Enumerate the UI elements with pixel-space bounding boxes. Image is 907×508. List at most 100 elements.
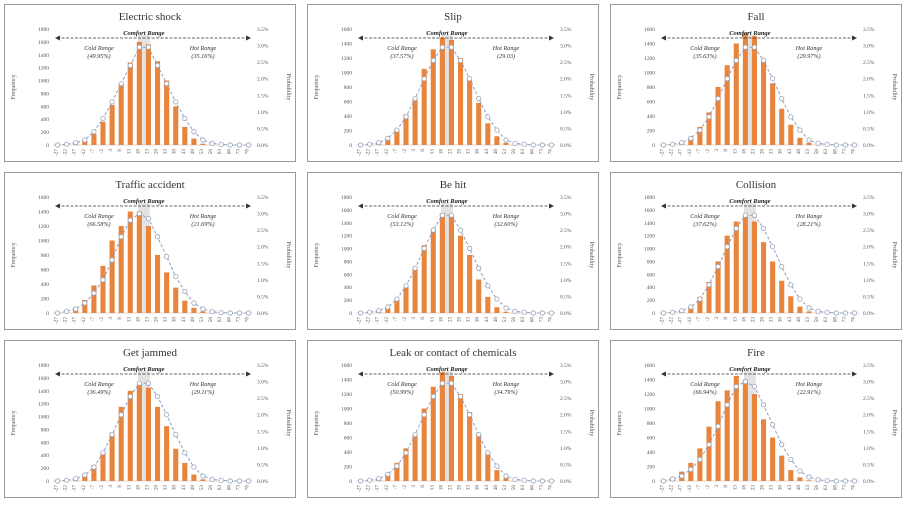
probability-point: [385, 304, 391, 310]
y2-tick-label: 3.0%: [560, 44, 572, 50]
x-tick-label: 43: [787, 149, 793, 155]
x-tick-label: 38: [778, 149, 784, 155]
y2-tick-label: 1.0%: [560, 110, 572, 116]
y-tick-label: 1000: [38, 415, 49, 421]
y-tick-label: 1400: [38, 210, 49, 216]
y2-tick-label: 1.0%: [863, 110, 875, 116]
probability-point: [494, 296, 500, 302]
y-tick-label: 800: [41, 253, 50, 259]
x-tick-label: 43: [787, 317, 793, 323]
bar: [439, 372, 445, 481]
bar: [136, 41, 142, 146]
probability-point: [394, 296, 400, 302]
probability-point: [376, 476, 382, 482]
y2-tick-label: 2.5%: [863, 228, 875, 234]
cold-range-percent: (49.95%): [87, 53, 110, 60]
bar: [385, 308, 391, 313]
bar: [467, 412, 473, 481]
y2-tick-label: 3.0%: [560, 380, 572, 386]
chart-panel: Leak or contact of chemicals 0 200 400 600 80…: [307, 340, 599, 498]
y-tick-label: 1800: [341, 195, 352, 201]
x-tick-label: 28: [760, 485, 766, 491]
probability-line: [57, 46, 249, 146]
x-tick-label: 8: [420, 317, 426, 320]
x-tick-label: 33: [466, 485, 472, 491]
hot-range-percent: (32.60%): [494, 221, 517, 228]
x-tick-label: -17: [678, 485, 684, 492]
comfort-arrow-left: [661, 35, 666, 41]
y2-tick-label: 2.0%: [257, 77, 269, 83]
probability-point: [100, 277, 106, 283]
comfort-arrow-right: [246, 35, 251, 41]
y2-tick-label: 3.5%: [257, 363, 269, 369]
probability-point: [127, 217, 133, 223]
x-tick-label: 78: [547, 149, 553, 155]
bar: [385, 139, 391, 145]
bar: [448, 216, 454, 313]
cold-range-label: Cold Range: [690, 213, 720, 220]
bar: [706, 282, 712, 313]
chart-title: Leak or contact of chemicals: [389, 347, 517, 359]
x-tick-label: -22: [366, 149, 372, 156]
y2-axis-label: Probability: [588, 242, 594, 269]
probability-point: [494, 127, 500, 133]
x-tick-label: 38: [172, 485, 178, 491]
x-tick-label: 68: [226, 485, 232, 491]
x-tick-label: -2: [705, 317, 711, 322]
x-tick-label: 38: [778, 485, 784, 491]
bar: [100, 265, 106, 313]
probability-point: [670, 476, 676, 482]
x-tick-label: 38: [475, 485, 481, 491]
x-tick-label: 78: [244, 485, 250, 491]
x-tick-label: 68: [529, 317, 535, 323]
x-tick-label: 13: [732, 485, 738, 491]
x-tick-label: -17: [375, 317, 381, 324]
probability-point: [367, 477, 373, 483]
probability-point: [421, 76, 427, 82]
chart-plot: 0 200 400 600 800 1000 1200 1400 1600 1800 0.0% 0.5…: [314, 195, 594, 324]
x-tick-label: 63: [520, 317, 526, 323]
x-tick-label: -2: [99, 485, 105, 490]
bar: [100, 121, 106, 145]
bar: [806, 311, 812, 313]
probability-point: [73, 306, 79, 312]
bar: [430, 386, 436, 481]
bar: [403, 287, 409, 313]
x-tick-label: 38: [475, 149, 481, 155]
probability-point: [485, 114, 491, 120]
hot-range-percent: (29.11%): [192, 389, 215, 396]
bar: [733, 375, 739, 481]
y2-tick-label: 0.0%: [257, 143, 269, 149]
probability-point: [824, 141, 830, 147]
y2-tick-label: 2.0%: [863, 413, 875, 419]
y2-tick-label: 1.0%: [863, 446, 875, 452]
bar: [485, 296, 491, 313]
cold-range-percent: (36.49%): [87, 389, 110, 396]
x-tick-label: 48: [190, 485, 196, 491]
y2-tick-label: 3.5%: [560, 363, 572, 369]
x-tick-label: 63: [823, 317, 829, 323]
x-tick-label: 48: [493, 485, 499, 491]
x-tick-label: 48: [190, 317, 196, 323]
y-tick-label: 200: [344, 298, 353, 304]
bar: [715, 401, 721, 481]
probability-point: [191, 300, 197, 306]
comfort-arrow-right: [549, 203, 554, 209]
bar: [485, 123, 491, 145]
y-tick-label: 200: [344, 465, 353, 471]
probability-point: [236, 310, 242, 316]
probability-point: [467, 245, 473, 251]
bar: [145, 226, 151, 313]
y-tick-label: 600: [647, 100, 656, 106]
probability-point: [833, 142, 839, 148]
x-tick-label: 73: [235, 317, 241, 323]
probability-point: [182, 115, 188, 122]
y-tick-label: 800: [41, 427, 50, 433]
probability-point: [788, 456, 794, 463]
probability-point: [833, 478, 839, 484]
chart-panel: Fall 0 200 400 600 800 1000 1200 1400 1600 0.0% 0.5…: [610, 4, 902, 162]
probability-point: [742, 44, 748, 50]
probability-point: [91, 129, 97, 135]
probability-point: [670, 141, 676, 147]
y2-tick-label: 0.5%: [560, 294, 572, 300]
